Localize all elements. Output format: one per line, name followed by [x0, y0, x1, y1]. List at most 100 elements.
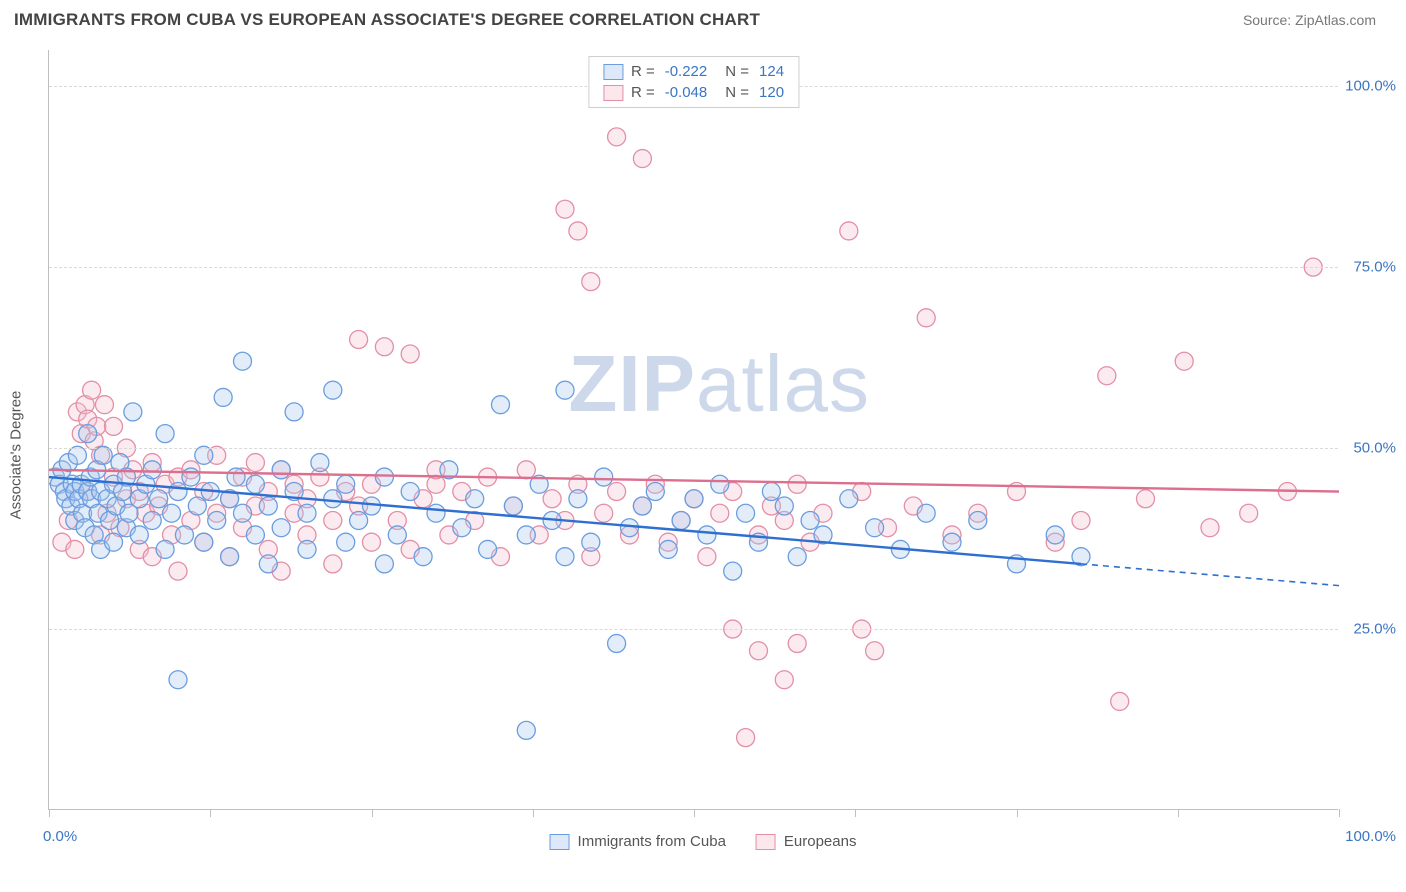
legend-r-value: -0.222: [665, 63, 708, 80]
scatter-point-cuba: [943, 533, 961, 551]
scatter-point-euro: [582, 273, 600, 291]
scatter-point-cuba: [414, 548, 432, 566]
plot-area: ZIPatlas 25.0%50.0%75.0%100.0%0.0%100.0%…: [48, 50, 1338, 810]
scatter-point-cuba: [388, 526, 406, 544]
legend-label: Europeans: [784, 833, 857, 850]
y-tick-label: 75.0%: [1353, 259, 1396, 276]
scatter-point-euro: [775, 671, 793, 689]
scatter-point-euro: [569, 222, 587, 240]
legend-swatch-cuba: [550, 834, 570, 850]
scatter-point-euro: [83, 381, 101, 399]
gridline-h: [49, 448, 1338, 449]
x-tick: [533, 809, 534, 817]
scatter-point-cuba: [788, 548, 806, 566]
scatter-point-cuba: [608, 635, 626, 653]
scatter-point-cuba: [711, 475, 729, 493]
y-tick-label: 25.0%: [1353, 621, 1396, 638]
scatter-point-cuba: [762, 483, 780, 501]
scatter-point-cuba: [337, 533, 355, 551]
scatter-point-cuba: [130, 526, 148, 544]
scatter-point-cuba: [337, 475, 355, 493]
chart-svg: [49, 50, 1339, 810]
scatter-point-euro: [595, 504, 613, 522]
scatter-point-euro: [1137, 490, 1155, 508]
scatter-point-euro: [1072, 511, 1090, 529]
scatter-point-cuba: [582, 533, 600, 551]
x-tick: [694, 809, 695, 817]
scatter-point-euro: [517, 461, 535, 479]
scatter-point-cuba: [156, 540, 174, 558]
scatter-point-euro: [556, 200, 574, 218]
scatter-point-cuba: [272, 461, 290, 479]
scatter-point-euro: [401, 345, 419, 363]
scatter-point-cuba: [569, 490, 587, 508]
legend-r-label: R =: [631, 84, 655, 101]
scatter-point-cuba: [737, 504, 755, 522]
scatter-point-cuba: [195, 533, 213, 551]
scatter-point-cuba: [504, 497, 522, 515]
scatter-point-euro: [608, 128, 626, 146]
gridline-h: [49, 629, 1338, 630]
chart-title: IMMIGRANTS FROM CUBA VS EUROPEAN ASSOCIA…: [14, 10, 760, 30]
legend-label: Immigrants from Cuba: [578, 833, 726, 850]
scatter-point-euro: [698, 548, 716, 566]
scatter-point-cuba: [246, 475, 264, 493]
scatter-point-euro: [1175, 352, 1193, 370]
scatter-point-cuba: [188, 497, 206, 515]
chart-container: Associate's Degree ZIPatlas 25.0%50.0%75…: [0, 50, 1406, 860]
scatter-point-cuba: [517, 721, 535, 739]
scatter-point-cuba: [79, 425, 97, 443]
scatter-point-euro: [324, 511, 342, 529]
scatter-point-cuba: [298, 540, 316, 558]
scatter-point-cuba: [917, 504, 935, 522]
source-attribution: Source: ZipAtlas.com: [1243, 12, 1376, 28]
scatter-point-cuba: [324, 381, 342, 399]
scatter-point-euro: [1111, 692, 1129, 710]
scatter-point-cuba: [350, 511, 368, 529]
scatter-point-cuba: [685, 490, 703, 508]
trend-line-dashed-cuba: [1081, 564, 1339, 586]
scatter-point-cuba: [724, 562, 742, 580]
scatter-point-cuba: [105, 533, 123, 551]
legend-n-value: 120: [759, 84, 784, 101]
scatter-point-cuba: [969, 511, 987, 529]
scatter-point-cuba: [659, 540, 677, 558]
scatter-point-cuba: [801, 511, 819, 529]
scatter-point-cuba: [259, 497, 277, 515]
scatter-point-cuba: [169, 483, 187, 501]
y-tick-label: 100.0%: [1345, 78, 1396, 95]
scatter-point-euro: [788, 475, 806, 493]
legend-bottom-item-cuba: Immigrants from Cuba: [550, 833, 726, 850]
scatter-point-cuba: [556, 548, 574, 566]
legend-swatch-euro: [756, 834, 776, 850]
scatter-point-cuba: [633, 497, 651, 515]
scatter-point-cuba: [595, 468, 613, 486]
legend-swatch-cuba: [603, 64, 623, 80]
scatter-point-cuba: [311, 454, 329, 472]
scatter-point-cuba: [163, 504, 181, 522]
scatter-point-euro: [866, 642, 884, 660]
legend-r-value: -0.048: [665, 84, 708, 101]
scatter-point-euro: [737, 729, 755, 747]
x-tick-label: 100.0%: [1345, 828, 1396, 845]
scatter-point-cuba: [169, 671, 187, 689]
scatter-point-cuba: [556, 381, 574, 399]
legend-top: R =-0.222N =124R =-0.048N =120: [588, 56, 799, 108]
scatter-point-cuba: [453, 519, 471, 537]
scatter-point-euro: [917, 309, 935, 327]
x-tick: [1178, 809, 1179, 817]
scatter-point-euro: [1201, 519, 1219, 537]
scatter-point-euro: [324, 555, 342, 573]
scatter-point-euro: [105, 417, 123, 435]
scatter-point-euro: [1240, 504, 1258, 522]
scatter-point-cuba: [479, 540, 497, 558]
scatter-point-cuba: [375, 468, 393, 486]
scatter-point-cuba: [517, 526, 535, 544]
legend-n-label: N =: [725, 84, 749, 101]
scatter-point-cuba: [234, 504, 252, 522]
x-tick: [210, 809, 211, 817]
scatter-point-cuba: [866, 519, 884, 537]
x-tick: [49, 809, 50, 817]
scatter-point-cuba: [298, 504, 316, 522]
scatter-point-cuba: [466, 490, 484, 508]
